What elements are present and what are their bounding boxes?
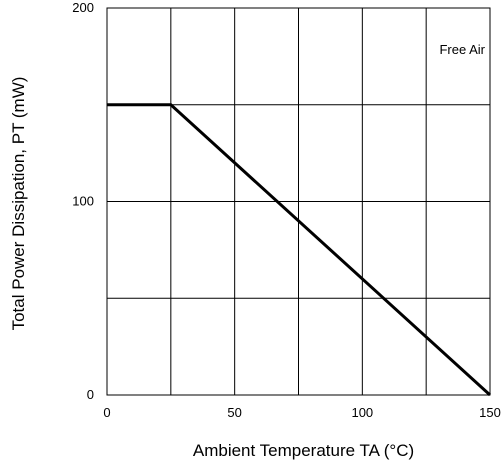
grid-lines [107, 8, 490, 395]
y-tick-label-200: 200 [72, 0, 94, 15]
free-air-annotation: Free Air [439, 42, 485, 57]
series-line-0 [107, 103, 492, 397]
plot-frame [106, 7, 491, 396]
x-tick-label-150: 150 [479, 405, 501, 420]
x-tick-label-100: 100 [351, 405, 373, 420]
x-tick-label-50: 50 [227, 405, 241, 420]
x-axis-title: Ambient Temperature TA (°C) [193, 441, 414, 460]
y-axis-title: Total Power Dissipation, PT (mW) [9, 77, 28, 331]
y-tick-label-100: 100 [72, 194, 94, 209]
y-tick-label-0: 0 [87, 387, 94, 402]
x-tick-label-0: 0 [103, 405, 110, 420]
x-tick-labels: 0 50 100 150 [103, 405, 500, 420]
y-tick-labels: 0 100 200 [72, 0, 94, 402]
series-group [107, 103, 492, 397]
